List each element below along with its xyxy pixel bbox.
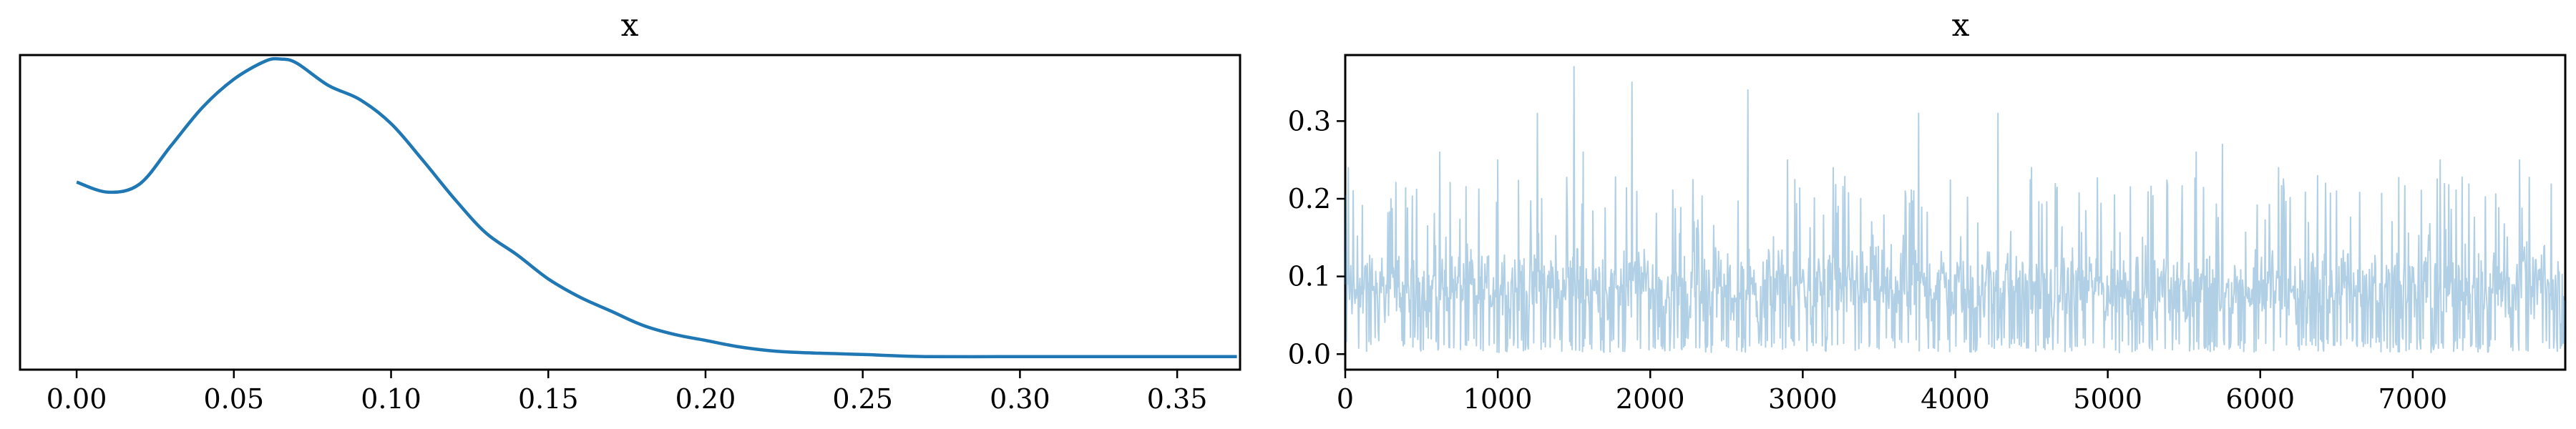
trace-panel: x 0 1000 2000 3000 4000 5000 6000 7000 0.00.10.… bbox=[1288, 7, 2567, 415]
trace-y-tick-label: 0.3 bbox=[1288, 105, 1331, 137]
density-x-tick-label: 0.15 bbox=[518, 383, 579, 415]
trace-y-tick-label: 0.0 bbox=[1288, 338, 1331, 370]
density-x-tick-label: 0.25 bbox=[832, 383, 893, 415]
density-x-tick-label: 0.00 bbox=[47, 383, 107, 415]
density-plot-frame bbox=[19, 54, 1241, 371]
density-plot-title: x bbox=[621, 7, 639, 44]
trace-x-tick-label: 5000 bbox=[2073, 383, 2142, 415]
trace-x-tick-label: 3000 bbox=[1768, 383, 1838, 415]
trace-line bbox=[1345, 66, 2566, 354]
trace-x-ticks: 0 1000 2000 3000 4000 5000 6000 7000 bbox=[1337, 370, 2447, 415]
trace-line-group bbox=[1345, 66, 2566, 354]
trace-x-tick-label: 7000 bbox=[2379, 383, 2448, 415]
trace-x-tick-label: 6000 bbox=[2225, 383, 2295, 415]
density-curve-group bbox=[76, 56, 1237, 359]
trace-x-tick-label: 1000 bbox=[1463, 383, 1533, 415]
trace-x-tick-label: 2000 bbox=[1616, 383, 1685, 415]
density-x-tick-label: 0.20 bbox=[675, 383, 736, 415]
density-x-tick-label: 0.35 bbox=[1147, 383, 1208, 415]
trace-y-tick-label: 0.2 bbox=[1288, 183, 1331, 214]
trace-y-ticks: 0.0 0.1 0.2 0.3 bbox=[1288, 105, 1345, 370]
posterior-density-panel: x 0.00 0.05 0.10 0.15 0.20 0.25 0.30 0.35 bbox=[19, 7, 1241, 415]
trace-plot-title: x bbox=[1952, 7, 1970, 44]
density-curve bbox=[76, 56, 1237, 359]
density-x-tick-label: 0.10 bbox=[361, 383, 421, 415]
trace-x-tick-label: 4000 bbox=[1921, 383, 1990, 415]
density-x-tick-label: 0.05 bbox=[204, 383, 265, 415]
density-x-tick-label: 0.30 bbox=[990, 383, 1050, 415]
trace-y-tick-label: 0.1 bbox=[1288, 261, 1331, 292]
density-x-ticks: 0.00 0.05 0.10 0.15 0.20 0.25 0.30 0.35 bbox=[47, 370, 1208, 415]
trace-x-tick-label: 0 bbox=[1337, 383, 1354, 415]
